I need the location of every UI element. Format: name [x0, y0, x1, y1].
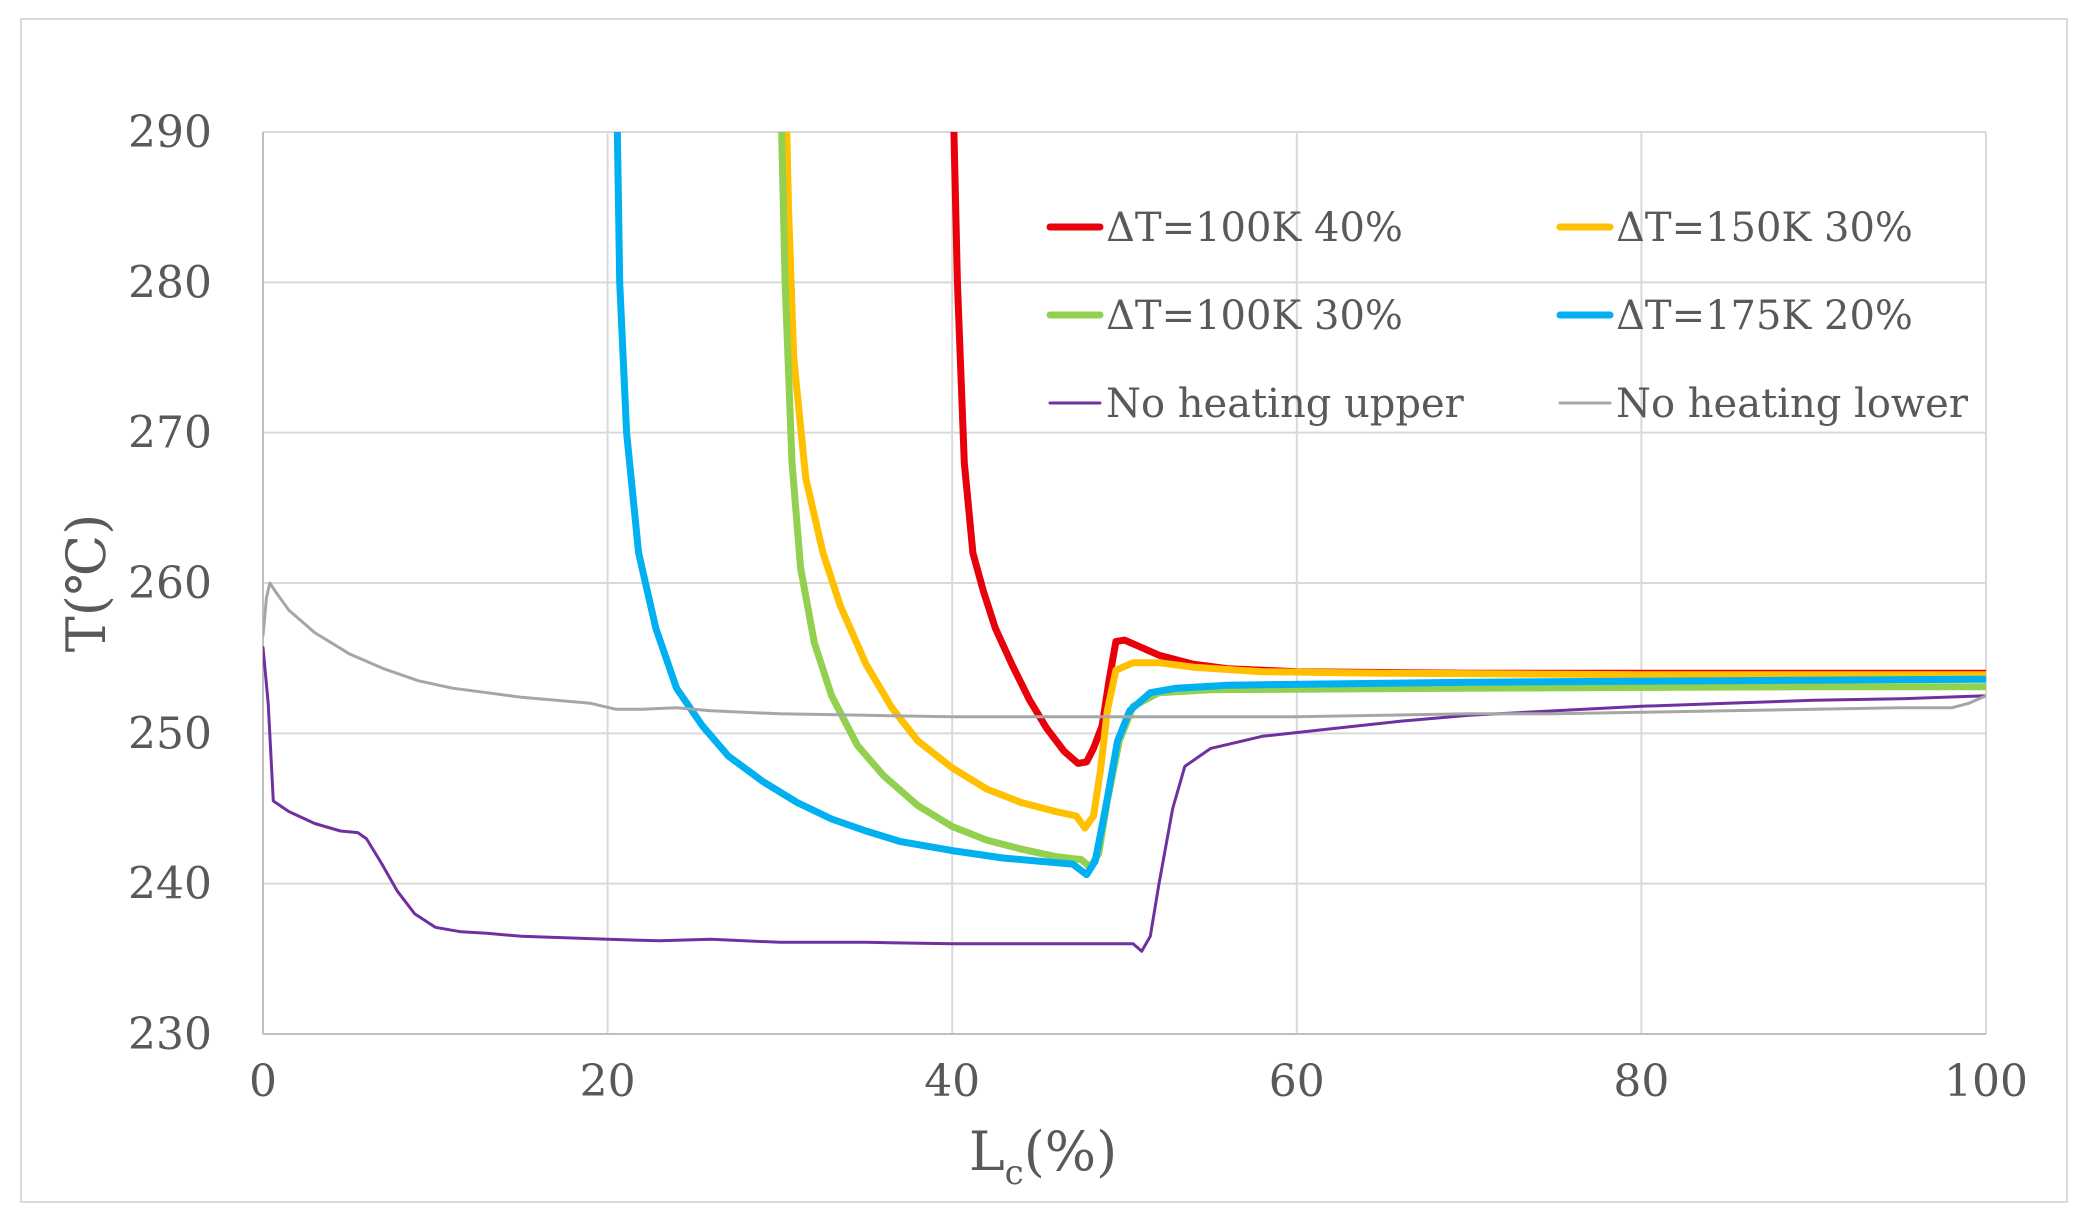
legend-label: No heating upper	[1106, 381, 1465, 427]
y-tick-label: 250	[128, 708, 212, 759]
chart-frame	[20, 18, 2068, 1203]
legend-label: No heating lower	[1616, 381, 1969, 427]
legend: ΔT=100K 40% ΔT=150K 30% ΔT=100K 30% ΔT=175K…	[1046, 205, 1969, 427]
legend-label: ΔT=150K 30%	[1616, 205, 1913, 251]
x-axis-title-main: L	[969, 1120, 1005, 1183]
y-tick-label: 280	[128, 257, 212, 308]
y-tick-labels: 230 240 250 260 270 280 290	[128, 107, 212, 1060]
series-line-no-heating-lower	[263, 581, 1986, 719]
x-tick-label: 60	[1269, 1056, 1325, 1107]
legend-label: ΔT=100K 40%	[1106, 205, 1403, 251]
x-axis-title: Lc(%)	[969, 1120, 1117, 1193]
x-tick-label: 40	[924, 1056, 980, 1107]
axes	[262, 132, 1986, 1035]
x-axis-title-sub: c	[1005, 1153, 1024, 1193]
x-tick-labels: 0 20 40 60 80 100	[249, 1056, 2028, 1107]
gridlines	[263, 131, 1987, 1034]
y-tick-label: 240	[128, 859, 212, 910]
y-tick-label: 270	[128, 408, 212, 459]
series-line-t-150k-30	[783, 132, 1986, 832]
y-axis-title: T(℃)	[55, 514, 118, 653]
x-tick-label: 80	[1613, 1056, 1669, 1107]
y-tick-label: 290	[128, 107, 212, 158]
x-tick-label: 100	[1944, 1056, 2028, 1107]
legend-label: ΔT=175K 20%	[1616, 293, 1913, 339]
series-lines	[263, 132, 1986, 953]
x-axis-title-suffix: (%)	[1024, 1120, 1117, 1183]
y-tick-label: 230	[128, 1009, 212, 1060]
legend-label: ΔT=100K 30%	[1106, 293, 1403, 339]
series-line-t-175k-20	[613, 132, 1986, 879]
series-line-no-heating-upper	[263, 646, 1986, 953]
x-tick-label: 0	[249, 1056, 277, 1107]
y-tick-label: 260	[128, 558, 212, 609]
x-tick-label: 20	[580, 1056, 636, 1107]
